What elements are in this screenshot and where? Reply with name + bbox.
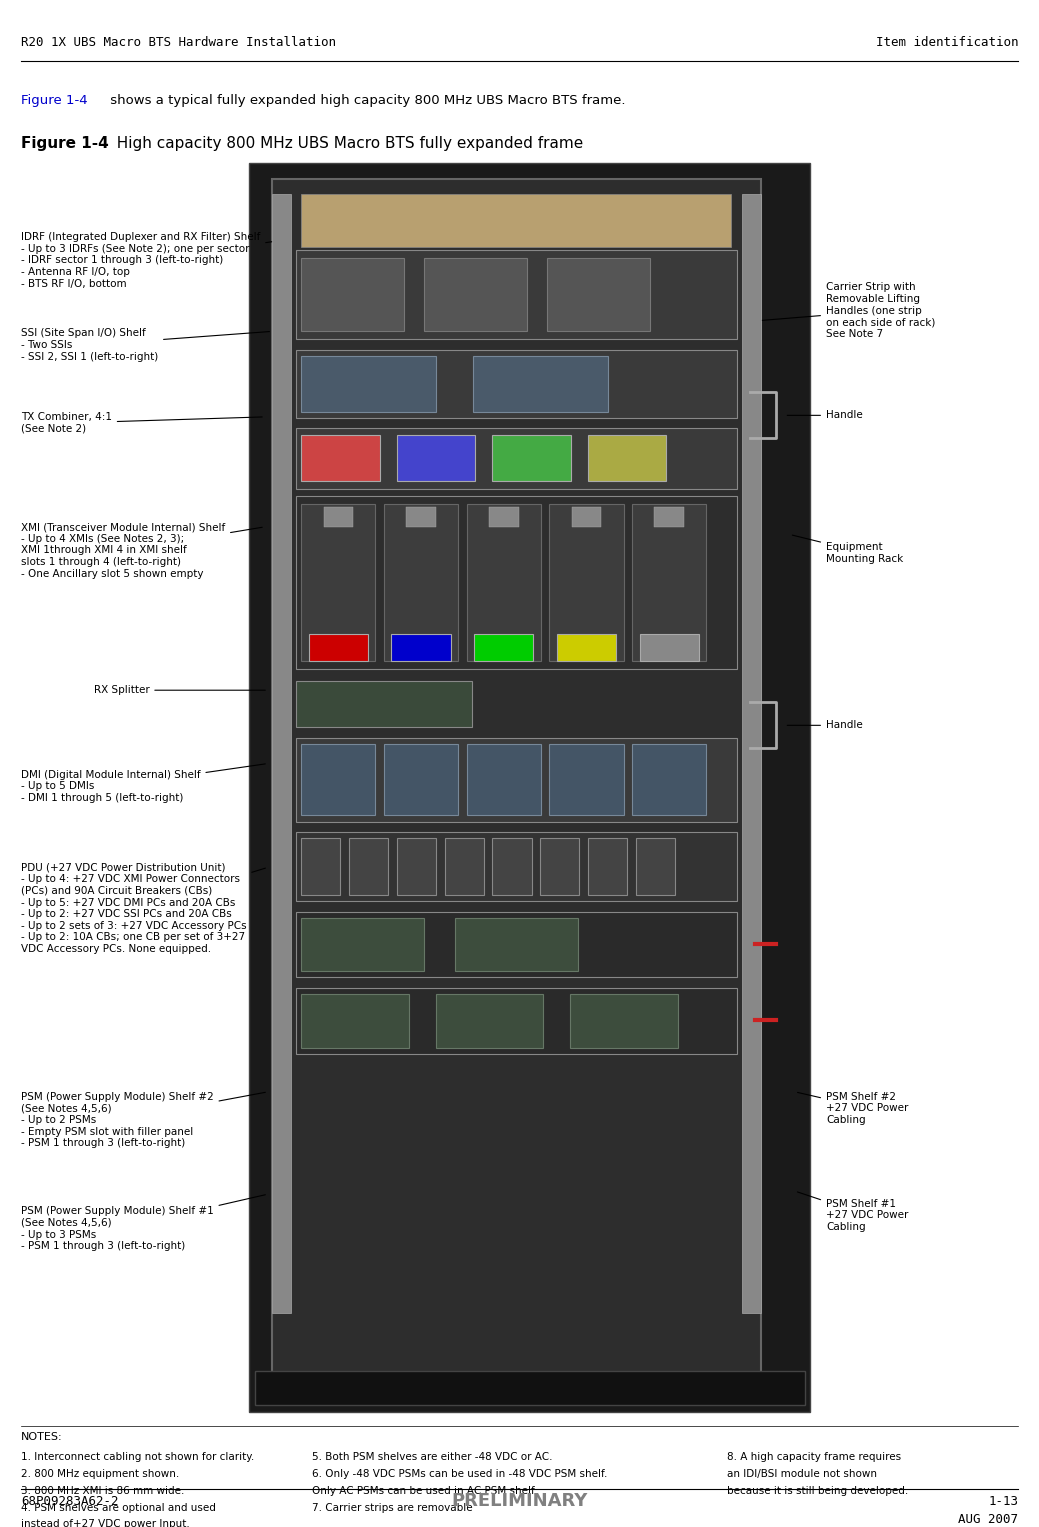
Text: 6. Only -48 VDC PSMs can be used in -48 VDC PSM shelf.: 6. Only -48 VDC PSMs can be used in -48 … [312, 1469, 607, 1480]
Text: 8. A high capacity frame requires: 8. A high capacity frame requires [727, 1452, 902, 1463]
Bar [384, 504, 458, 661]
Bar [296, 496, 737, 669]
Bar [296, 250, 737, 339]
Text: TX Combiner, 4:1
(See Note 2): TX Combiner, 4:1 (See Note 2) [21, 412, 262, 434]
Bar [489, 507, 518, 527]
Bar [445, 838, 484, 895]
Bar [296, 738, 737, 822]
Bar [550, 744, 623, 815]
Text: 4. PSM shelves are optional and used: 4. PSM shelves are optional and used [21, 1503, 216, 1513]
Bar [301, 918, 424, 971]
Bar [455, 918, 578, 971]
Text: Item identification: Item identification [876, 37, 1018, 49]
Text: 2. 800 MHz equipment shown.: 2. 800 MHz equipment shown. [21, 1469, 179, 1480]
Bar [540, 838, 580, 895]
Bar [392, 634, 451, 661]
Text: because it is still being developed.: because it is still being developed. [727, 1486, 908, 1496]
Bar [467, 744, 541, 815]
Bar [435, 994, 543, 1048]
Bar [323, 507, 353, 527]
Text: 68P09283A62-2: 68P09283A62-2 [21, 1495, 118, 1507]
Bar [424, 258, 527, 331]
Bar [406, 507, 436, 527]
Text: 1. Interconnect cabling not shown for clarity.: 1. Interconnect cabling not shown for cl… [21, 1452, 254, 1463]
Text: XMI (Transceiver Module Internal) Shelf
- Up to 4 XMIs (See Notes 2, 3);
XMI 1th: XMI (Transceiver Module Internal) Shelf … [21, 522, 262, 579]
Text: 7. Carrier strips are removable: 7. Carrier strips are removable [312, 1503, 473, 1513]
Text: Handle: Handle [788, 411, 862, 420]
Text: PSM Shelf #2
+27 VDC Power
Cabling: PSM Shelf #2 +27 VDC Power Cabling [798, 1092, 908, 1125]
Bar [384, 744, 458, 815]
Text: an IDI/BSI module not shown: an IDI/BSI module not shown [727, 1469, 877, 1480]
Bar [588, 435, 666, 481]
Text: PRELIMINARY: PRELIMINARY [451, 1492, 588, 1510]
Text: DMI (Digital Module Internal) Shelf
- Up to 5 DMIs
- DMI 1 through 5 (left-to-ri: DMI (Digital Module Internal) Shelf - Up… [21, 764, 265, 803]
Bar [349, 838, 389, 895]
Bar [296, 912, 737, 977]
Text: 1-13: 1-13 [988, 1495, 1018, 1507]
Bar [632, 504, 707, 661]
Bar [301, 435, 379, 481]
Bar [492, 838, 532, 895]
Bar [301, 194, 731, 247]
Text: RX Splitter: RX Splitter [94, 686, 265, 695]
Bar [301, 744, 375, 815]
Bar [309, 634, 368, 661]
Bar [588, 838, 628, 895]
Text: Figure 1-4: Figure 1-4 [21, 95, 87, 107]
Bar [249, 163, 810, 1412]
Text: Handle: Handle [788, 721, 862, 730]
Bar [301, 504, 375, 661]
Bar [296, 832, 737, 901]
Text: shows a typical fully expanded high capacity 800 MHz UBS Macro BTS frame.: shows a typical fully expanded high capa… [106, 95, 625, 107]
Text: 3. 800 MHz XMI is 86 mm wide.: 3. 800 MHz XMI is 86 mm wide. [21, 1486, 184, 1496]
Bar [474, 634, 533, 661]
Bar [742, 194, 761, 1313]
Bar [640, 634, 699, 661]
Bar [301, 356, 435, 412]
Text: PSM (Power Supply Module) Shelf #2
(See Notes 4,5,6)
- Up to 2 PSMs
- Empty PSM : PSM (Power Supply Module) Shelf #2 (See … [21, 1092, 265, 1148]
Bar [655, 507, 684, 527]
Bar [296, 988, 737, 1054]
Text: NOTES:: NOTES: [21, 1432, 62, 1443]
Text: Equipment
Mounting Rack: Equipment Mounting Rack [793, 534, 903, 563]
Text: Figure 1-4: Figure 1-4 [21, 136, 108, 151]
Bar [397, 435, 475, 481]
Text: ti-cdma-05996.eps: ti-cdma-05996.eps [715, 1391, 800, 1400]
Bar [296, 350, 737, 418]
Bar [570, 994, 677, 1048]
Bar [397, 838, 436, 895]
Text: Only AC PSMs can be used in AC PSM shelf.: Only AC PSMs can be used in AC PSM shelf… [312, 1486, 537, 1496]
Bar [296, 681, 473, 727]
Text: PDU (+27 VDC Power Distribution Unit)
- Up to 4: +27 VDC XMI Power Connectors
(P: PDU (+27 VDC Power Distribution Unit) - … [21, 863, 265, 954]
Text: IDRF (Integrated Duplexer and RX Filter) Shelf
- Up to 3 IDRFs (See Note 2); one: IDRF (Integrated Duplexer and RX Filter)… [21, 232, 272, 289]
Bar [467, 504, 541, 661]
Text: 5. Both PSM shelves are either -48 VDC or AC.: 5. Both PSM shelves are either -48 VDC o… [312, 1452, 552, 1463]
Bar [301, 258, 404, 331]
Bar [474, 356, 608, 412]
Bar [255, 1371, 805, 1405]
Bar [272, 194, 291, 1313]
Bar [636, 838, 675, 895]
Text: PSM Shelf #1
+27 VDC Power
Cabling: PSM Shelf #1 +27 VDC Power Cabling [798, 1193, 908, 1232]
Bar [548, 258, 649, 331]
Text: Carrier Strip with
Removable Lifting
Handles (one strip
on each side of rack)
Se: Carrier Strip with Removable Lifting Han… [762, 282, 935, 339]
Text: PSM (Power Supply Module) Shelf #1
(See Notes 4,5,6)
- Up to 3 PSMs
- PSM 1 thro: PSM (Power Supply Module) Shelf #1 (See … [21, 1194, 265, 1251]
Text: SSI (Site Span I/O) Shelf
- Two SSIs
- SSI 2, SSI 1 (left-to-right): SSI (Site Span I/O) Shelf - Two SSIs - S… [21, 328, 269, 362]
Text: instead of+27 VDC power Input.: instead of+27 VDC power Input. [21, 1519, 189, 1527]
Bar [632, 744, 707, 815]
Text: R20 1X UBS Macro BTS Hardware Installation: R20 1X UBS Macro BTS Hardware Installati… [21, 37, 336, 49]
Bar [492, 435, 570, 481]
Bar [296, 428, 737, 489]
Text: High capacity 800 MHz UBS Macro BTS fully expanded frame: High capacity 800 MHz UBS Macro BTS full… [107, 136, 583, 151]
Bar [550, 504, 623, 661]
Bar [301, 994, 409, 1048]
Bar [571, 507, 602, 527]
Bar [557, 634, 616, 661]
Text: AUG 2007: AUG 2007 [958, 1513, 1018, 1525]
Bar [301, 838, 341, 895]
Bar [272, 179, 761, 1374]
